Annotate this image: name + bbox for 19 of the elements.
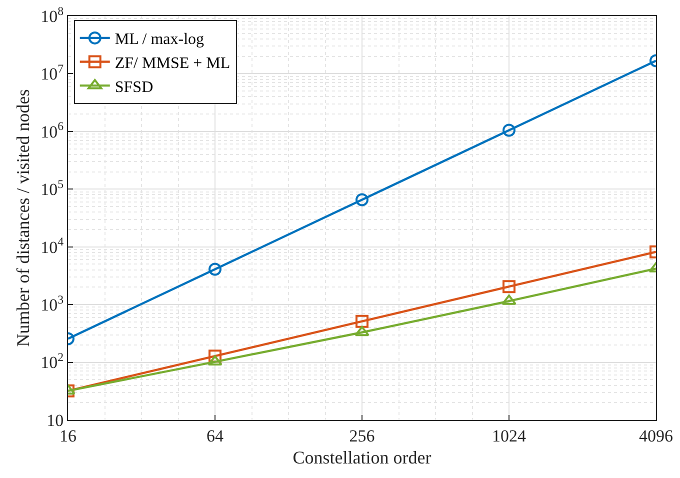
legend-label: ZF/ MMSE + ML xyxy=(114,54,230,72)
y-axis-title: Number of distances / visited nodes xyxy=(12,89,33,347)
point xyxy=(354,326,370,336)
y-tick-label: 10$^{3}$ xyxy=(40,292,64,315)
legend-label: SFSD xyxy=(114,78,154,96)
x-tick-label: 256 xyxy=(349,426,375,446)
y-tick-label: 10$^{5}$ xyxy=(40,176,64,200)
y-tick-label: 10$^{8}$ xyxy=(40,4,64,26)
y-tick-label: 10$^{6}$ xyxy=(40,119,64,142)
legend-label: ML / max-log xyxy=(114,31,204,48)
x-tick-label: 1024 xyxy=(492,426,526,446)
x-tick-label: 4096 xyxy=(639,426,673,446)
y-tick-label: 10$^{7}$ xyxy=(40,62,64,84)
x-tick-label: 64 xyxy=(206,426,224,446)
point xyxy=(356,193,368,206)
point xyxy=(356,314,368,328)
x-axis-title: Constellation order xyxy=(292,448,432,468)
y-tick-label: 10$^{4}$ xyxy=(40,234,64,257)
y-tick-label: 10$^{2}$ xyxy=(40,350,64,372)
